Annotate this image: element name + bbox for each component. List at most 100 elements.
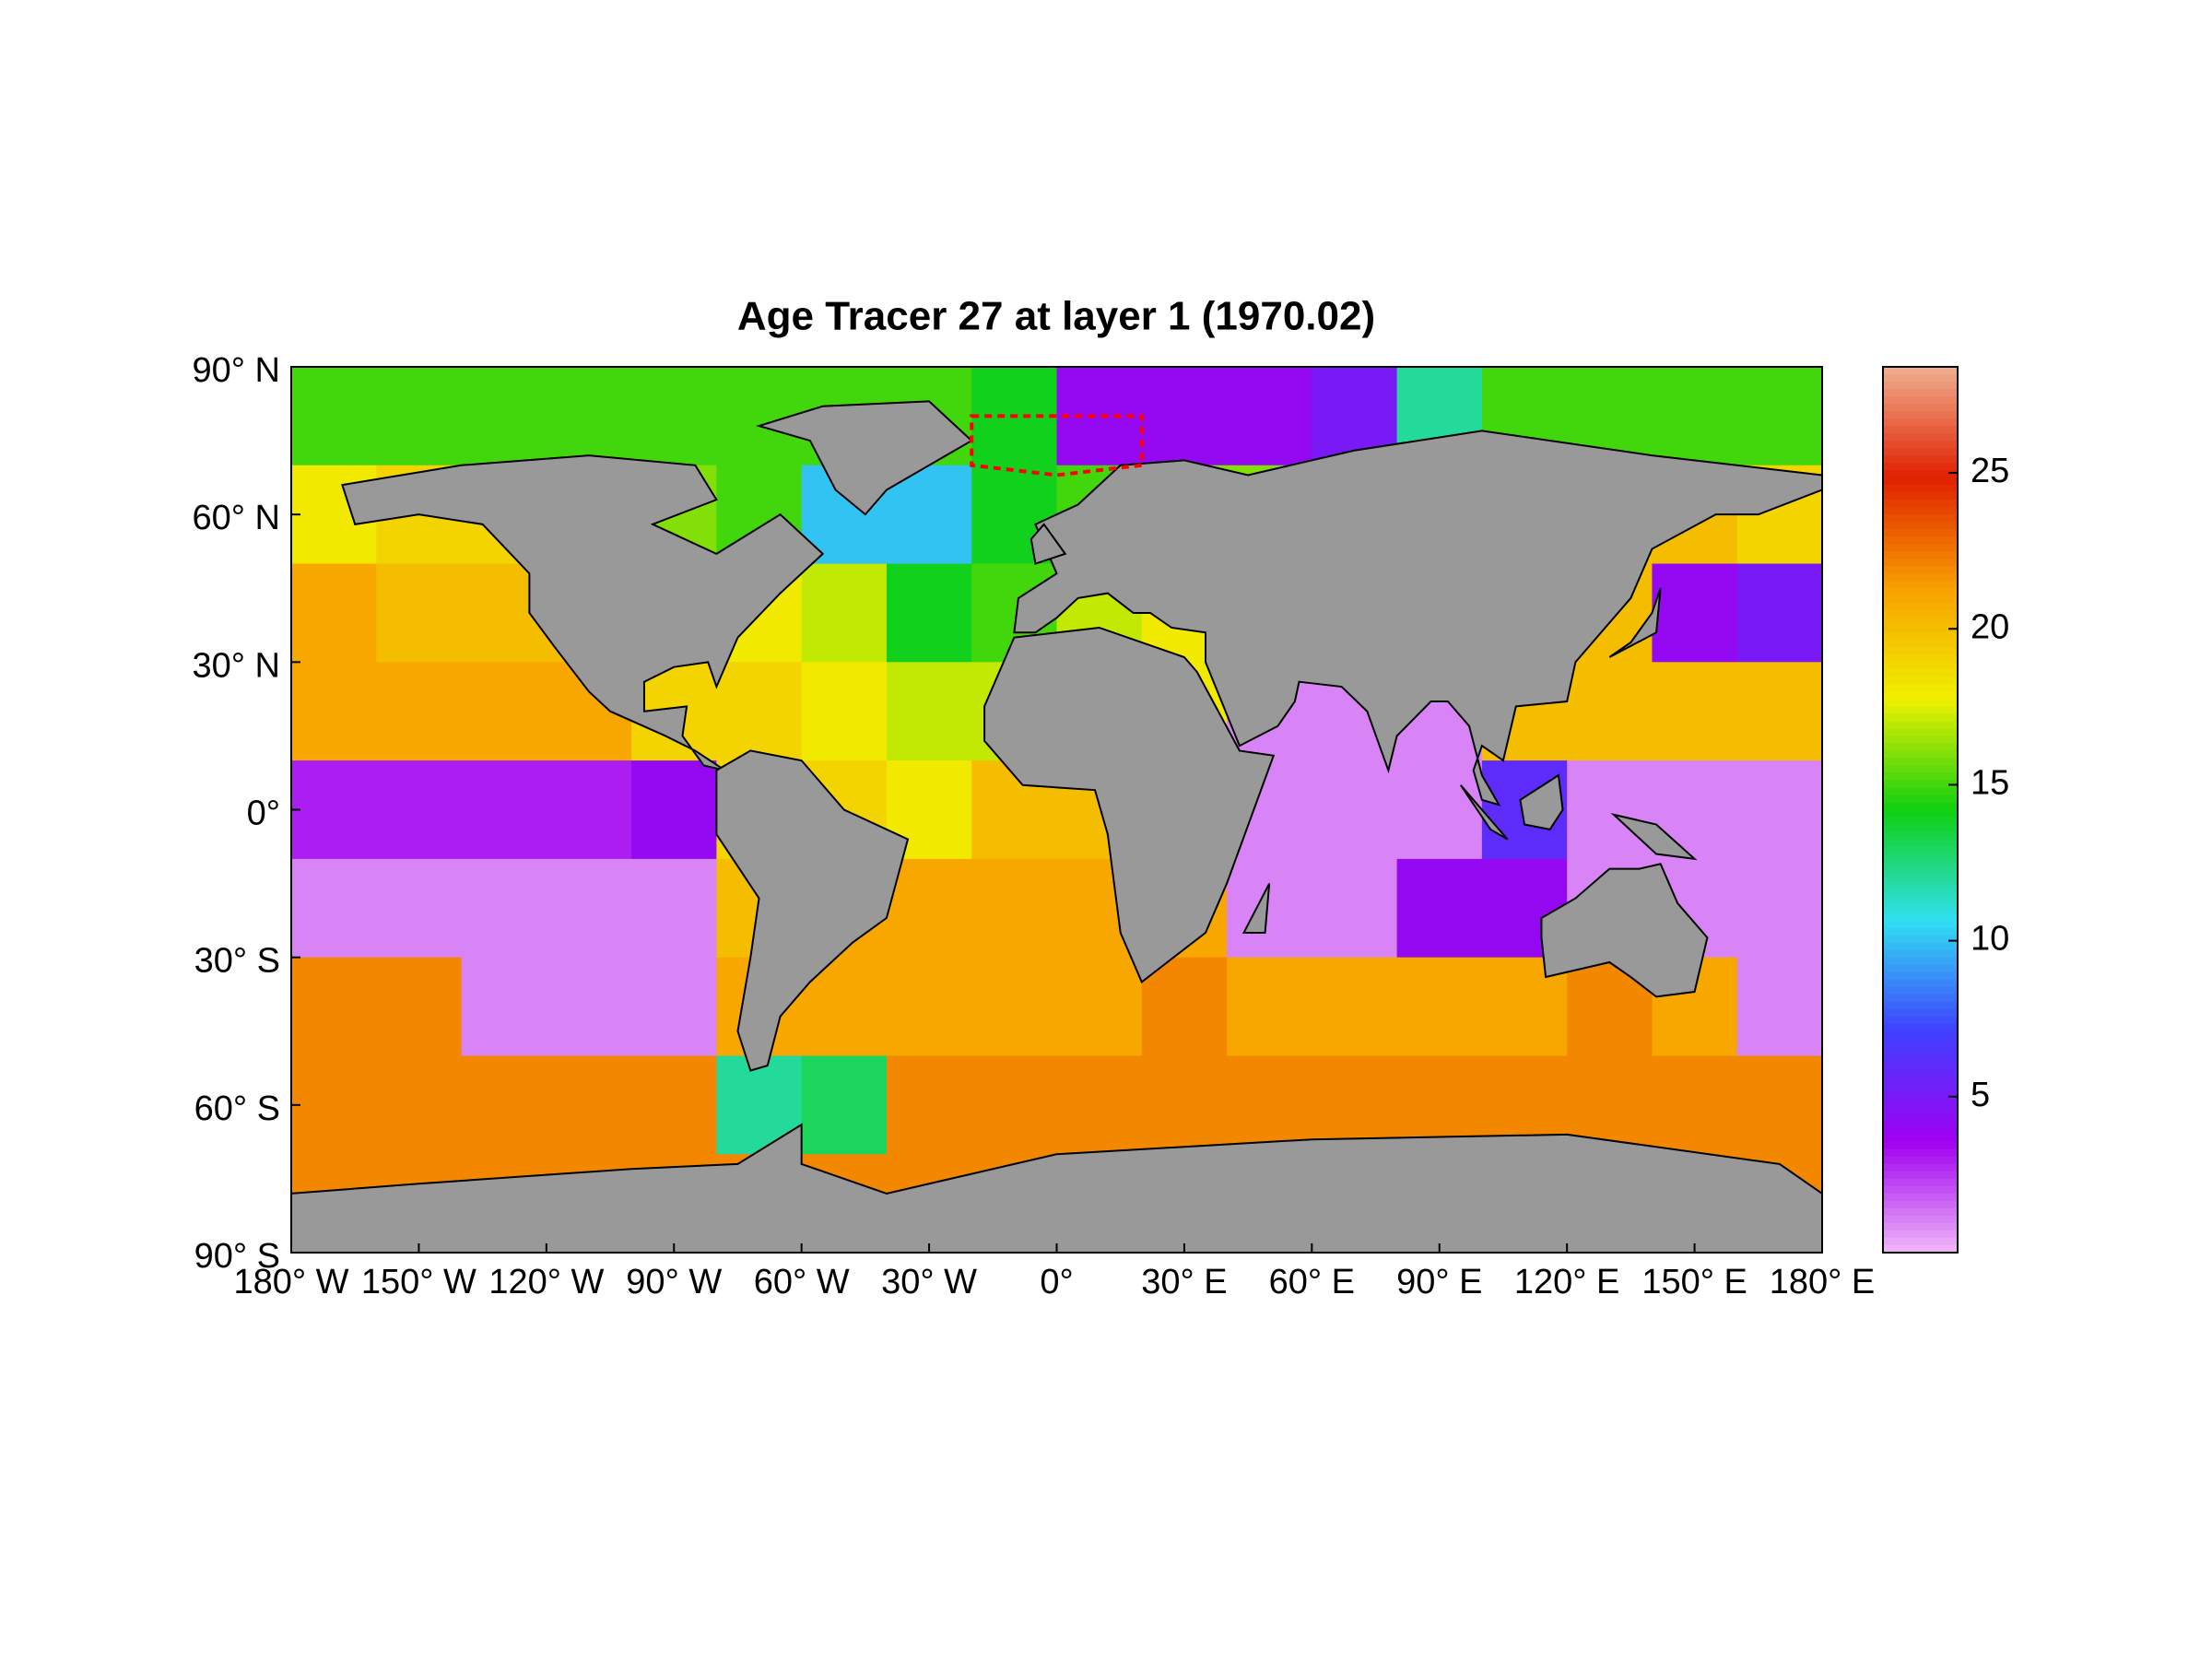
colorbar-swatch: [1883, 500, 1958, 508]
cell: [631, 367, 717, 466]
cell: [1227, 858, 1312, 959]
colorbar-swatch: [1883, 566, 1958, 574]
colorbar-swatch: [1883, 706, 1958, 714]
colorbar-swatch: [1883, 736, 1958, 745]
cell: [291, 957, 377, 1056]
colorbar-swatch: [1883, 817, 1958, 826]
cell: [1396, 858, 1483, 959]
colorbar-swatch: [1883, 1222, 1958, 1231]
colorbar-frame: [1882, 366, 1959, 1254]
colorbar-swatch: [1883, 610, 1958, 618]
colorbar-swatch: [1883, 986, 1958, 995]
cell: [971, 858, 1057, 959]
colorbar-swatch: [1883, 743, 1958, 752]
colorbar-swatch: [1883, 1178, 1958, 1187]
colorbar-swatch: [1883, 824, 1958, 833]
colorbar-swatch: [1883, 559, 1958, 567]
land-mass: [1519, 773, 1564, 830]
cell: [461, 858, 547, 959]
cell: [546, 858, 632, 959]
cell: [461, 367, 547, 466]
colorbar-swatch: [1883, 839, 1958, 848]
region-outline: [970, 414, 1144, 477]
colorbar-swatch: [1883, 551, 1958, 559]
land-mass: [756, 400, 973, 516]
cell: [376, 367, 463, 466]
colorbar-swatch: [1883, 492, 1958, 500]
colorbar-swatch: [1883, 912, 1958, 922]
colorbar-swatch: [1883, 374, 1958, 383]
y-tick-label: 0°: [247, 795, 280, 833]
colorbar-tick-label: 5: [1971, 1076, 1990, 1114]
cell: [546, 760, 632, 860]
y-tick-label: 30° S: [194, 942, 280, 981]
cell: [1312, 760, 1398, 860]
cell: [886, 1055, 972, 1155]
colorbar-swatch: [1883, 1193, 1958, 1202]
colorbar-swatch: [1883, 1082, 1958, 1091]
colorbar-swatch: [1883, 677, 1958, 685]
cell: [1736, 662, 1822, 761]
colorbar-swatch: [1883, 1141, 1958, 1150]
colorbar-swatch: [1883, 382, 1958, 390]
land: [291, 400, 1822, 1253]
colorbar-swatch: [1883, 477, 1958, 486]
land-mass: [715, 749, 910, 1072]
land-mass: [1459, 784, 1509, 841]
cell: [1736, 957, 1822, 1056]
colorbar-swatch: [1883, 1171, 1958, 1180]
cell: [376, 858, 463, 959]
cell: [1227, 1055, 1312, 1155]
x-tick-label: 90° W: [626, 1263, 722, 1301]
colorbar-swatch: [1883, 809, 1958, 818]
colorbar-swatch: [1883, 396, 1958, 405]
cell: [1312, 957, 1398, 1056]
cell: [291, 1055, 377, 1155]
cell: [801, 1055, 888, 1155]
land-mass: [341, 454, 825, 771]
colorbar-swatch: [1883, 1163, 1958, 1172]
cell: [631, 957, 717, 1056]
land-mass: [1030, 523, 1067, 565]
colorbar-swatch: [1883, 485, 1958, 493]
cell: [546, 1055, 632, 1155]
colorbar-swatch: [1883, 905, 1958, 914]
cell: [1056, 1055, 1143, 1155]
cell: [1652, 1055, 1738, 1155]
colorbar-swatch: [1883, 927, 1958, 936]
land-mass: [1608, 587, 1662, 658]
colorbar-swatch: [1883, 1038, 1958, 1047]
colorbar-swatch: [1883, 581, 1958, 589]
colorbar-swatch: [1883, 772, 1958, 782]
cell: [291, 858, 377, 959]
colorbar-swatch: [1883, 367, 1958, 375]
colorbar-swatch: [1883, 868, 1958, 877]
cell: [1056, 957, 1143, 1056]
cell: [376, 563, 463, 663]
cell: [461, 1055, 547, 1155]
colorbar-swatch: [1883, 795, 1958, 804]
cell: [291, 662, 377, 761]
colorbar-swatch: [1883, 920, 1958, 929]
colorbar-swatch: [1883, 573, 1958, 582]
colorbar-swatch: [1883, 935, 1958, 944]
colorbar-swatch: [1883, 765, 1958, 774]
cell: [1141, 367, 1228, 466]
colorbar-swatch: [1883, 1001, 1958, 1010]
colorbar-swatch: [1883, 1067, 1958, 1077]
cell: [886, 563, 972, 663]
colorbar-swatch: [1883, 529, 1958, 537]
cell: [801, 563, 888, 663]
colorbar-swatch: [1883, 411, 1958, 419]
colorbar-swatch: [1883, 721, 1958, 730]
colorbar-swatch: [1883, 522, 1958, 530]
cell: [716, 662, 803, 761]
colorbar-swatch: [1883, 802, 1958, 811]
colorbar-swatch: [1883, 1244, 1958, 1254]
cell: [1652, 662, 1738, 761]
cell: [1736, 367, 1822, 466]
colorbar-swatch: [1883, 1097, 1958, 1106]
colorbar-swatch: [1883, 1030, 1958, 1040]
x-tick-label: 120° W: [488, 1263, 604, 1301]
colorbar-swatch: [1883, 949, 1958, 959]
